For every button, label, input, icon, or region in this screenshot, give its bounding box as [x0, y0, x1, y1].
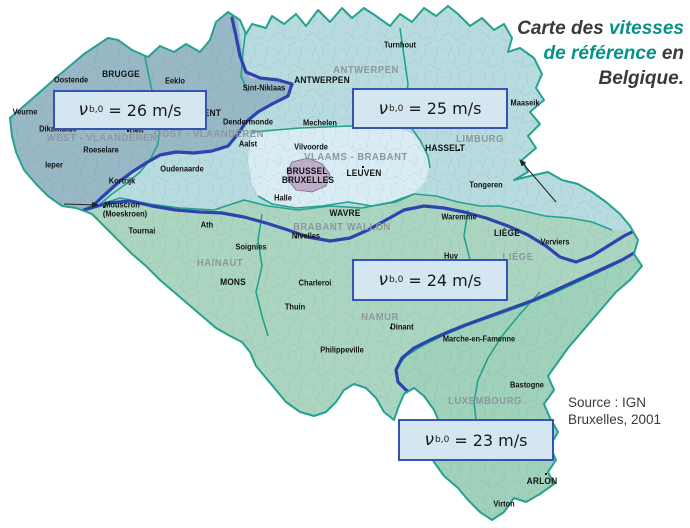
wind-speed-value: 25 m/s — [426, 99, 482, 118]
title-part-dark: Belgique. — [598, 68, 684, 89]
nu-symbol: ν — [378, 98, 389, 119]
annotation-arrows — [63, 159, 557, 208]
nu-subscript: b,0 — [435, 435, 450, 445]
wind-speed-value: 23 m/s — [472, 430, 528, 450]
nu-subscript: b,0 — [89, 105, 104, 115]
mouscron-arrow — [63, 201, 99, 208]
equals-sign: = — [454, 430, 468, 450]
source-line-2: Bruxelles, 2001 — [568, 412, 662, 427]
wind-speed-value: 26 m/s — [126, 100, 182, 120]
title-part-teal: de référence — [543, 43, 657, 64]
wind-speed-value: 24 m/s — [426, 270, 482, 290]
wind-speed-box-23: ν b,0 = 23 m/s — [398, 419, 554, 461]
equals-sign: = — [108, 100, 122, 120]
zone-boundary-25-24 — [82, 199, 642, 264]
wind-speed-box-24: ν b,0 = 24 m/s — [352, 259, 508, 301]
title-part-dark: Carte des — [517, 18, 609, 39]
nu-symbol: ν — [424, 430, 435, 450]
title-part-dark: en — [656, 43, 684, 64]
equals-sign: = — [408, 270, 422, 290]
equals-sign: = — [408, 99, 422, 118]
nu-subscript: b,0 — [389, 103, 404, 114]
zone-boundary-24-23 — [394, 244, 642, 396]
belgium-outline — [9, 5, 643, 521]
nu-symbol: ν — [78, 100, 89, 120]
source-note: Source : IGN Bruxelles, 2001 — [568, 394, 661, 428]
title-part-teal: vitesses — [608, 18, 684, 39]
source-line-1: Source : IGN — [568, 395, 647, 410]
map-title: Carte des vitesses de référence en Belgi… — [454, 16, 684, 91]
wind-zone-boundaries — [82, 16, 642, 396]
nu-subscript: b,0 — [389, 275, 404, 285]
voeren-arrow — [519, 159, 557, 203]
zone-boundary-26-25 — [82, 16, 294, 212]
wind-speed-box-26: ν b,0 = 26 m/s — [53, 90, 207, 130]
nu-symbol: ν — [378, 270, 389, 290]
wind-speed-box-25: ν b,0 = 25 m/s — [352, 88, 508, 129]
